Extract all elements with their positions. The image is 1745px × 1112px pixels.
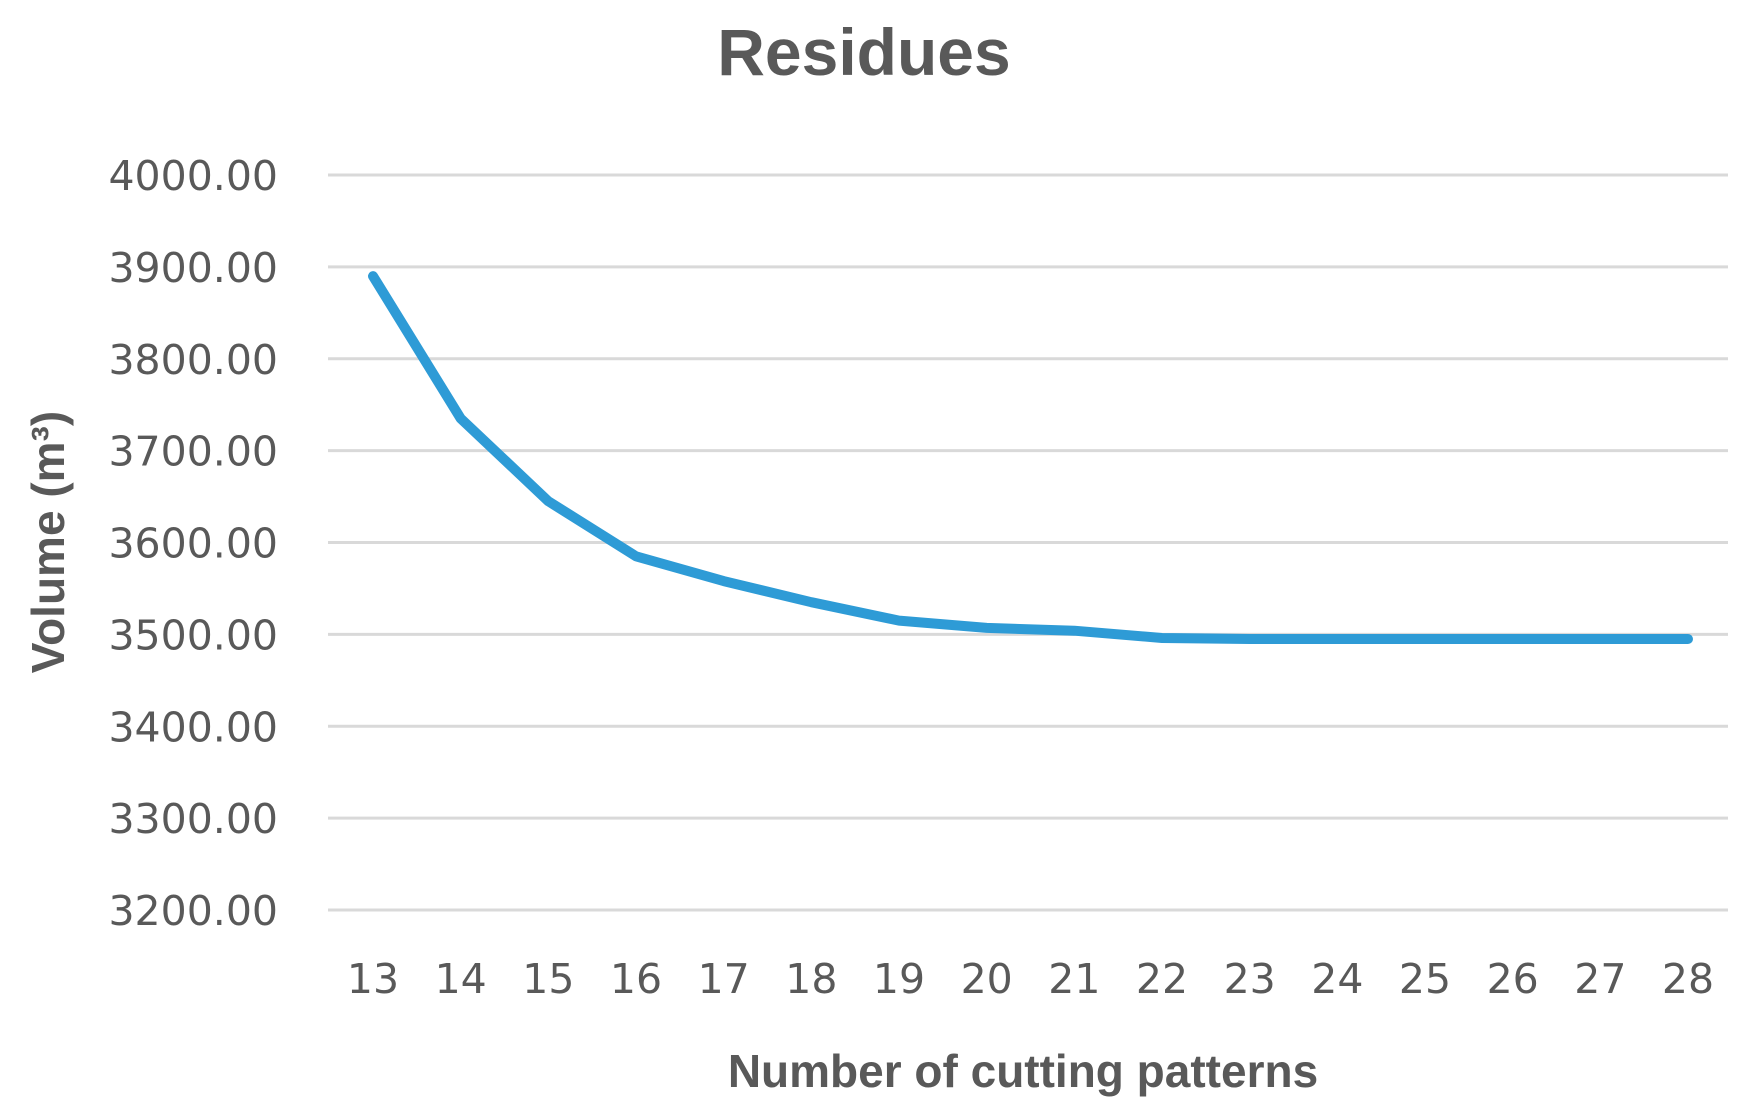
x-tick-label: 13 bbox=[347, 955, 399, 1003]
chart-title: Residues bbox=[717, 15, 1010, 89]
series-layer bbox=[368, 271, 1693, 644]
y-tick-label: 3300.00 bbox=[108, 795, 278, 843]
x-tick-label: 16 bbox=[610, 955, 662, 1003]
x-tick-label: 20 bbox=[961, 955, 1013, 1003]
x-tick-label: 24 bbox=[1311, 955, 1363, 1003]
y-axis-ticks: 3200.00 3300.00 3400.00 3500.00 3600.00 3700.… bbox=[108, 152, 278, 935]
y-tick-label: 3900.00 bbox=[108, 244, 278, 292]
x-axis-title: Number of cutting patterns bbox=[728, 1045, 1318, 1097]
x-tick-label: 19 bbox=[873, 955, 925, 1003]
x-tick-label: 15 bbox=[522, 955, 574, 1003]
y-axis-title: Volume (m³) bbox=[22, 411, 74, 673]
x-tick-label: 28 bbox=[1662, 955, 1714, 1003]
x-tick-label: 14 bbox=[435, 955, 487, 1003]
x-axis-ticks: 13 14 15 16 17 18 19 20 21 22 23 24 25 26 27 28 bbox=[347, 955, 1714, 1003]
x-tick-label: 22 bbox=[1136, 955, 1188, 1003]
x-tick-label: 17 bbox=[698, 955, 750, 1003]
x-tick-label: 26 bbox=[1487, 955, 1539, 1003]
x-tick-label: 18 bbox=[785, 955, 837, 1003]
x-tick-label: 23 bbox=[1224, 955, 1276, 1003]
y-tick-label: 3600.00 bbox=[108, 520, 278, 568]
series-line bbox=[368, 271, 1693, 644]
x-tick-label: 25 bbox=[1399, 955, 1451, 1003]
y-tick-label: 3800.00 bbox=[108, 336, 278, 384]
x-tick-label: 27 bbox=[1574, 955, 1626, 1003]
y-tick-label: 3700.00 bbox=[108, 428, 278, 476]
x-tick-label: 21 bbox=[1048, 955, 1100, 1003]
y-tick-label: 4000.00 bbox=[108, 152, 278, 200]
gridlines bbox=[328, 173, 1728, 912]
y-tick-label: 3500.00 bbox=[108, 611, 278, 659]
y-tick-label: 3200.00 bbox=[108, 887, 278, 935]
y-tick-label: 3400.00 bbox=[108, 703, 278, 751]
